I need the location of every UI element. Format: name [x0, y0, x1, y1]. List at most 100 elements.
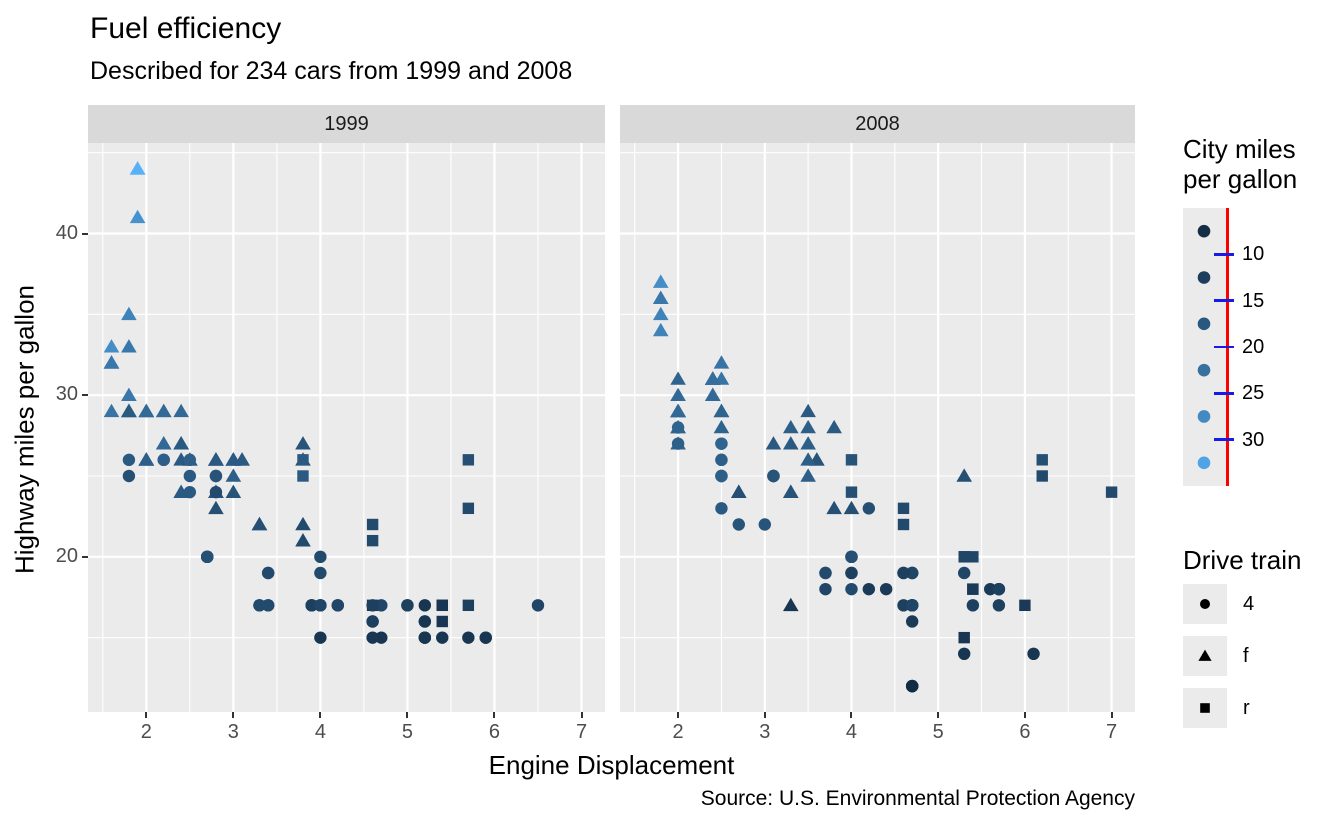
data-point: [715, 453, 728, 467]
y-tick-label: 20: [55, 544, 78, 567]
data-point: [897, 599, 910, 612]
data-point: [129, 209, 146, 224]
plot-subtitle: Described for 234 cars from 1999 and 200…: [90, 57, 573, 85]
x-tick-label: 2: [672, 721, 684, 743]
data-point: [295, 533, 311, 547]
data-point: [155, 403, 172, 418]
data-point: [967, 551, 979, 563]
y-tick-label: 40: [55, 221, 78, 244]
data-point: [462, 599, 475, 612]
circle-glyph-icon: [1200, 599, 1210, 609]
data-point: [121, 306, 137, 321]
data-point: [819, 582, 832, 596]
data-point: [366, 615, 379, 628]
data-point: [366, 518, 379, 531]
data-point: [462, 454, 475, 466]
data-point: [967, 583, 979, 595]
data-point: [261, 599, 275, 612]
data-point: [897, 566, 910, 580]
x-tick-label: 5: [932, 721, 944, 743]
data-point: [826, 500, 842, 515]
data-point: [715, 469, 728, 483]
data-point: [992, 582, 1006, 596]
data-point: [173, 436, 189, 450]
data-point: [958, 631, 970, 644]
data-point: [897, 502, 910, 515]
data-point: [418, 631, 432, 644]
y-tick-mark: [82, 555, 88, 558]
data-point: [782, 484, 799, 498]
data-point: [531, 599, 545, 612]
data-point: [122, 453, 136, 467]
y-axis-title: Highway miles per gallon: [9, 284, 40, 575]
data-point: [905, 679, 919, 693]
triangle-glyph-icon: [1198, 649, 1212, 661]
x-tick-mark: [937, 712, 940, 718]
x-axis-title: Engine Displacement: [488, 750, 735, 780]
data-point: [732, 518, 745, 531]
data-point: [479, 631, 492, 644]
data-point: [122, 469, 136, 483]
x-tick-label: 4: [314, 721, 326, 743]
data-point: [713, 419, 730, 434]
data-point: [418, 615, 432, 628]
color-legend-title: City miles per gallon: [1183, 134, 1297, 194]
x-tick-label: 2: [140, 721, 152, 743]
data-point: [462, 502, 475, 515]
data-point: [671, 421, 685, 434]
data-point: [715, 502, 728, 515]
data-point: [845, 486, 858, 498]
data-point: [234, 452, 250, 466]
data-point: [713, 355, 730, 369]
data-point: [314, 566, 327, 580]
data-point: [253, 599, 266, 612]
x-tick-label: 4: [845, 721, 858, 743]
data-point: [297, 470, 309, 482]
y-tick-label: 30: [55, 383, 78, 406]
color-legend-axis-tick: [1214, 438, 1234, 441]
color-legend-dot: [1197, 317, 1211, 331]
data-point: [879, 582, 893, 596]
data-point: [138, 403, 155, 418]
data-point: [208, 500, 224, 515]
data-point: [1027, 647, 1040, 661]
data-point: [183, 485, 197, 499]
data-point: [121, 339, 137, 353]
facet-strip-2008: 2008: [620, 105, 1135, 143]
x-tick-mark: [763, 712, 766, 718]
data-point: [670, 403, 686, 418]
data-point: [314, 550, 327, 564]
data-point: [208, 452, 224, 466]
shape-legend-title: Drive train: [1183, 545, 1302, 575]
data-point: [845, 454, 858, 466]
shape-legend-label: r: [1243, 697, 1250, 719]
facet-strip-label-2008: 2008: [855, 113, 900, 135]
x-tick-mark: [1110, 712, 1113, 718]
data-point: [375, 599, 388, 612]
square-glyph: [1200, 703, 1210, 713]
facet-panel-2008: [620, 143, 1135, 712]
data-point: [905, 615, 919, 628]
x-tick-mark: [319, 712, 322, 718]
triangle-glyph: [1198, 649, 1212, 661]
data-point: [845, 582, 858, 596]
circle-glyph: [1200, 599, 1210, 609]
data-point: [992, 599, 1006, 612]
x-tick-label: 6: [488, 721, 501, 743]
color-legend-dots: [1197, 224, 1211, 470]
plot-title: Fuel efficiency: [90, 12, 282, 45]
data-point: [826, 419, 842, 434]
data-point: [765, 436, 782, 450]
data-point: [958, 566, 971, 580]
data-point: [800, 452, 816, 466]
data-point: [845, 566, 858, 580]
color-legend-label: 30: [1242, 428, 1265, 451]
data-point: [713, 403, 730, 418]
x-tick-label: 7: [575, 721, 588, 743]
x-tick-mark: [406, 712, 409, 718]
data-point: [121, 387, 137, 401]
data-point: [103, 403, 120, 418]
data-point: [401, 599, 414, 612]
color-legend-label: 10: [1242, 243, 1265, 266]
y-tick-mark: [82, 394, 88, 397]
